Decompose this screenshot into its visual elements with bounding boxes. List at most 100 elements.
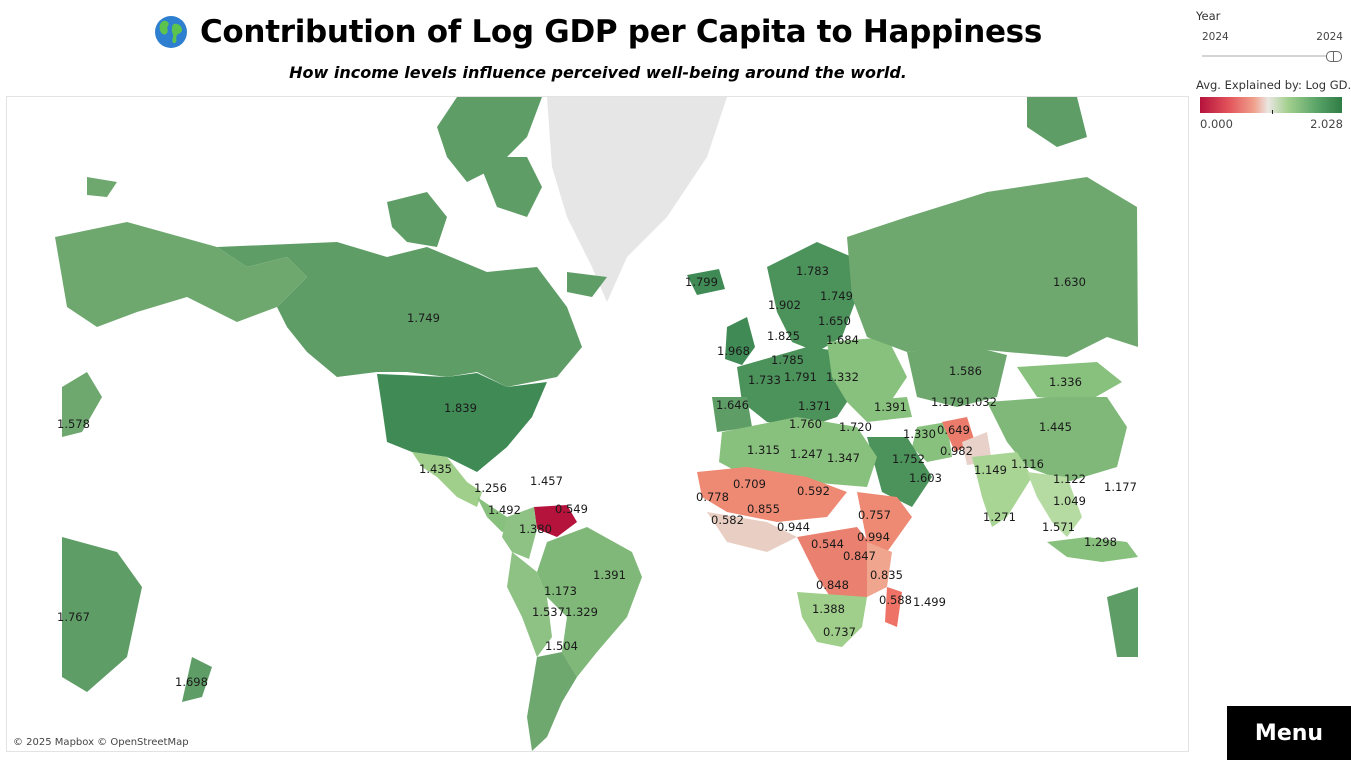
region-label-tunisia[interactable]: 1.760 — [789, 417, 822, 431]
region-label-mexico[interactable]: 1.435 — [419, 462, 452, 476]
alaska — [55, 222, 307, 327]
region-label-kazakhstan[interactable]: 1.586 — [949, 364, 982, 378]
region-label-pakistan[interactable]: 0.982 — [940, 444, 973, 458]
region-label-colombia[interactable]: 1.380 — [519, 522, 552, 536]
region-label-iceland[interactable]: 1.799 — [685, 275, 718, 289]
region-label-algeria[interactable]: 1.315 — [747, 443, 780, 457]
region-label-madagascar[interactable]: 0.588 — [879, 593, 912, 607]
region-label-cambodia[interactable]: 1.049 — [1053, 494, 1086, 508]
region-label-norway[interactable]: 1.902 — [768, 298, 801, 312]
year-slider-track[interactable] — [1202, 55, 1342, 57]
region-label-argentina[interactable]: 1.504 — [545, 639, 578, 653]
region-label-denmark[interactable]: 1.825 — [767, 329, 800, 343]
argentina — [527, 652, 577, 751]
canada — [217, 242, 582, 387]
region-label-japan[interactable]: 1.578 — [57, 417, 90, 431]
region-label-turkey[interactable]: 1.391 — [874, 400, 907, 414]
region-label-south-africa[interactable]: 0.737 — [823, 625, 856, 639]
region-label-finland[interactable]: 1.749 — [820, 289, 853, 303]
region-label-costa-rica[interactable]: 1.492 — [488, 503, 521, 517]
title-row: Contribution of Log GDP per Capita to Ha… — [0, 14, 1196, 53]
region-label-malaysia[interactable]: 1.571 — [1042, 520, 1075, 534]
region-label-niger[interactable]: 0.592 — [797, 484, 830, 498]
legend-title: Avg. Explained by: Log GD.. — [1196, 78, 1351, 92]
region-label-dominican-republic[interactable]: 1.457 — [530, 474, 563, 488]
region-label-estonia[interactable]: 1.650 — [818, 314, 851, 328]
region-label-mozambique[interactable]: 0.835 — [870, 568, 903, 582]
region-label-sierra-leone[interactable]: 0.582 — [711, 513, 744, 527]
region-label-libya[interactable]: 1.247 — [790, 447, 823, 461]
region-label-burkina-faso[interactable]: 0.855 — [747, 502, 780, 516]
region-label-russia[interactable]: 1.630 — [1053, 275, 1086, 289]
year-slider-handle[interactable] — [1326, 51, 1342, 62]
region-label-china[interactable]: 1.445 — [1039, 420, 1072, 434]
region-label-botswana[interactable]: 1.388 — [812, 602, 845, 616]
region-label-india[interactable]: 1.149 — [974, 463, 1007, 477]
region-label-latvia[interactable]: 1.684 — [826, 333, 859, 347]
southern-africa — [797, 592, 867, 647]
map-attribution[interactable]: © 2025 Mapbox © OpenStreetMap — [13, 737, 189, 748]
horn-of-africa — [857, 492, 912, 552]
region-label-germany[interactable]: 1.785 — [771, 353, 804, 367]
world-map[interactable]: 1.749 1.839 1.435 1.256 1.492 1.457 0.5491.380… — [7, 97, 1188, 751]
region-label-venezuela[interactable]: 0.549 — [555, 502, 588, 516]
menu-button[interactable]: Menu — [1227, 706, 1351, 760]
region-label-france[interactable]: 1.733 — [748, 373, 781, 387]
region-label-afghanistan[interactable]: 0.649 — [937, 423, 970, 437]
japan — [62, 372, 102, 437]
region-label-saudi-arabia[interactable]: 1.752 — [892, 452, 925, 466]
globe-icon — [154, 16, 187, 48]
region-label-czechia[interactable]: 1.791 — [784, 370, 817, 384]
legend-max-label: 2.028 — [1310, 117, 1343, 131]
region-label-oman[interactable]: 1.603 — [909, 471, 942, 485]
region-label-mali[interactable]: 0.709 — [733, 477, 766, 491]
title-text: Contribution of Log GDP per Capita to Ha… — [199, 14, 1042, 50]
map-view[interactable]: 1.749 1.839 1.435 1.256 1.492 1.457 0.549 1.380… — [6, 96, 1189, 752]
western-europe — [737, 347, 857, 427]
region-label-laos[interactable]: 1.122 — [1053, 472, 1086, 486]
region-label-brazil[interactable]: 1.391 — [593, 568, 626, 582]
region-label-mauritius[interactable]: 1.499 — [913, 595, 946, 609]
region-label-dr-congo[interactable]: 0.544 — [811, 537, 844, 551]
region-label-philippines[interactable]: 1.177 — [1104, 480, 1137, 494]
region-label-australia[interactable]: 1.767 — [57, 610, 90, 624]
region-label-chile[interactable]: 1.537 — [532, 605, 565, 619]
east-africa — [867, 542, 892, 597]
region-label-tanzania[interactable]: 0.847 — [843, 549, 876, 563]
region-label-ethiopia[interactable]: 0.757 — [858, 508, 891, 522]
region-label-indonesia[interactable]: 1.298 — [1084, 535, 1117, 549]
region-label-lebanon[interactable]: 1.720 — [839, 420, 872, 434]
region-label-united-states[interactable]: 1.839 — [444, 401, 477, 415]
southeast-asia — [1027, 472, 1082, 537]
region-label-canada[interactable]: 1.749 — [407, 311, 440, 325]
region-label-tajikistan[interactable]: 1.032 — [964, 395, 997, 409]
region-labels: 1.749 1.839 1.435 1.256 1.492 1.457 0.5491.380… — [57, 264, 1137, 689]
arctic-islands — [437, 97, 542, 182]
region-label-uzbekistan[interactable]: 1.179 — [931, 395, 964, 409]
region-label-ukraine[interactable]: 1.332 — [826, 370, 859, 384]
side-panel: Year 2024 2024 Avg. Explained by: Log GD… — [1196, 0, 1351, 760]
region-label-myanmar[interactable]: 1.116 — [1011, 457, 1044, 471]
iceland — [687, 269, 725, 295]
india — [972, 452, 1032, 527]
region-label-iran[interactable]: 1.330 — [903, 427, 936, 441]
region-label-mongolia[interactable]: 1.336 — [1049, 375, 1082, 389]
region-label-kenya[interactable]: 0.994 — [857, 530, 890, 544]
australia-east — [1107, 587, 1138, 657]
region-label-paraguay[interactable]: 1.329 — [565, 605, 598, 619]
region-label-egypt[interactable]: 1.347 — [827, 451, 860, 465]
region-label-guatemala[interactable]: 1.256 — [474, 481, 507, 495]
russia — [847, 177, 1138, 357]
region-label-sri-lanka[interactable]: 1.271 — [983, 510, 1016, 524]
region-label-new-zealand[interactable]: 1.698 — [175, 675, 208, 689]
region-label-ireland[interactable]: 1.968 — [717, 344, 750, 358]
colombia — [502, 507, 537, 559]
legend-color-bar — [1200, 97, 1342, 113]
region-label-italy[interactable]: 1.371 — [798, 399, 831, 413]
region-label-senegal[interactable]: 0.778 — [696, 490, 729, 504]
region-label-bolivia[interactable]: 1.173 — [544, 584, 577, 598]
region-label-cameroon[interactable]: 0.944 — [777, 520, 810, 534]
region-label-zambia[interactable]: 0.848 — [816, 578, 849, 592]
region-label-portugal[interactable]: 1.646 — [716, 398, 749, 412]
region-label-sweden[interactable]: 1.783 — [796, 264, 829, 278]
